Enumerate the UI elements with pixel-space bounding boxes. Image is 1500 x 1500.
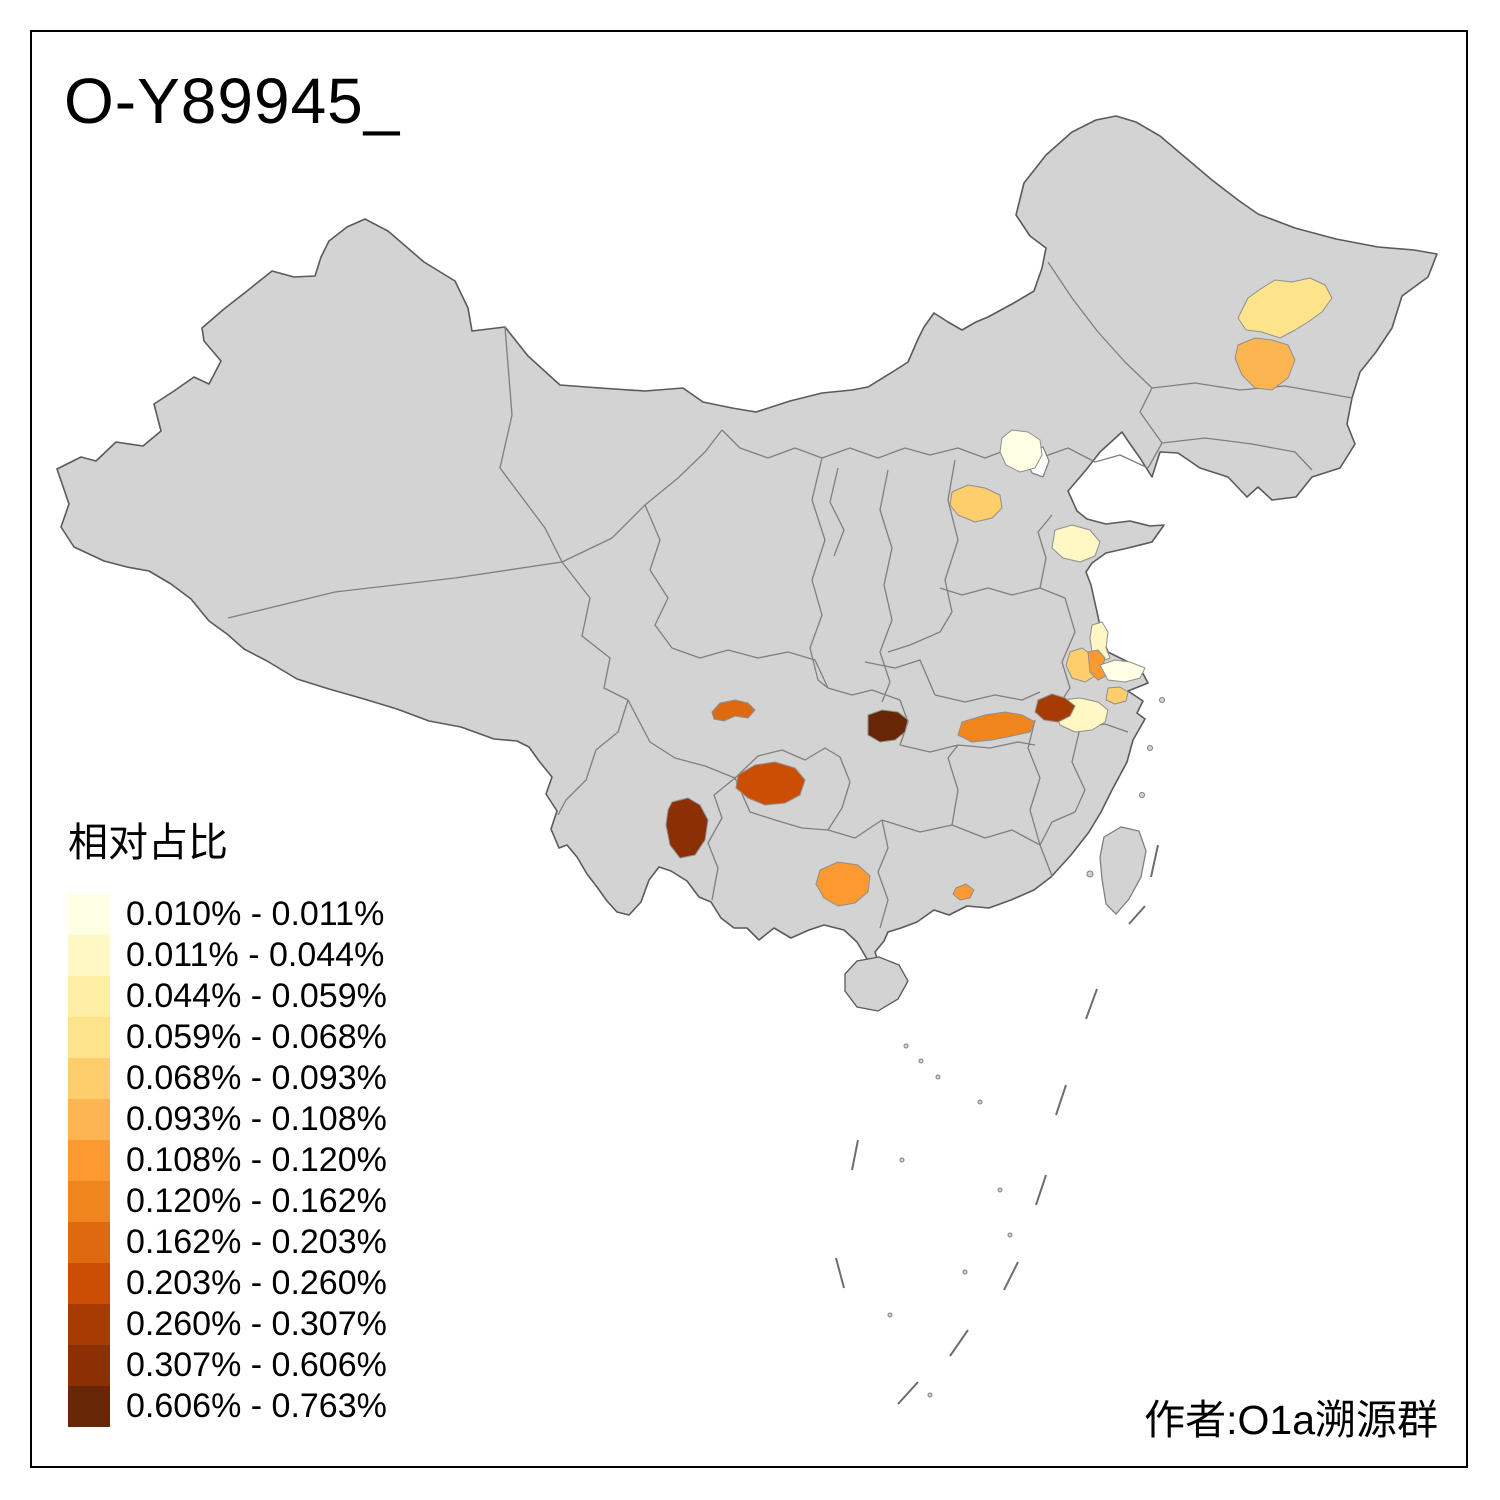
legend-swatch (68, 1263, 110, 1304)
legend-item: 0.108% - 0.120% (68, 1140, 508, 1181)
legend-label: 0.068% - 0.093% (126, 1059, 387, 1097)
legend-swatch (68, 1386, 110, 1427)
region-hubei-central (957, 711, 1036, 743)
legend-label: 0.011% - 0.044% (126, 936, 385, 974)
legend-label: 0.093% - 0.108% (126, 1100, 387, 1138)
legend-item: 0.307% - 0.606% (68, 1345, 508, 1386)
legend-title: 相对占比 (68, 821, 228, 865)
legend-swatch (68, 894, 110, 935)
attribution-text: 作者:O1a溯源群 (1144, 1397, 1438, 1443)
region-beijing (999, 429, 1043, 473)
hainan-island (844, 956, 909, 1012)
legend: 相对占比 0.010% - 0.011% 0.011% - 0.044% 0.0… (68, 810, 508, 1427)
region-guizhou-central (735, 761, 806, 806)
legend-label: 0.203% - 0.260% (126, 1264, 387, 1302)
legend-swatch (68, 1099, 110, 1140)
region-northeast-lower (1234, 337, 1296, 391)
china-mainland (56, 115, 1438, 968)
legend-swatch (68, 1181, 110, 1222)
legend-label: 0.260% - 0.307% (126, 1305, 387, 1343)
legend-item: 0.059% - 0.068% (68, 1017, 508, 1058)
region-anhui-southwest (1034, 693, 1076, 723)
region-jiangsu-south (1105, 686, 1129, 705)
legend-item: 0.068% - 0.093% (68, 1058, 508, 1099)
legend-item: 0.120% - 0.162% (68, 1181, 508, 1222)
legend-swatch (68, 1058, 110, 1099)
legend-label: 0.010% - 0.011% (126, 895, 385, 933)
region-shandong-central (1051, 524, 1101, 563)
region-northeast-upper (1237, 277, 1333, 339)
offshore-islands (887, 697, 1165, 1398)
south-china-sea-dash-line (835, 844, 1159, 1405)
plot-border (30, 30, 1468, 1468)
region-jiangsu-east (1099, 659, 1146, 683)
legend-swatch (68, 1222, 110, 1263)
legend-label: 0.059% - 0.068% (126, 1018, 387, 1056)
taiwan-island (1099, 826, 1147, 915)
region-guangdong-delta (952, 883, 975, 901)
legend-swatch (68, 1304, 110, 1345)
legend-item: 0.260% - 0.307% (68, 1304, 508, 1345)
legend-item: 0.010% - 0.011% (68, 894, 508, 935)
legend-item: 0.044% - 0.059% (68, 976, 508, 1017)
region-sichuan-south (711, 699, 756, 722)
legend-item: 0.606% - 0.763% (68, 1386, 508, 1427)
legend-swatch (68, 1345, 110, 1386)
legend-label: 0.606% - 0.763% (126, 1387, 387, 1425)
region-hebei-south (949, 484, 1003, 523)
region-guangxi-south (815, 861, 871, 907)
page-title: O-Y89945_ (64, 65, 401, 137)
legend-swatch (68, 976, 110, 1017)
legend-swatch (68, 935, 110, 976)
legend-label: 0.307% - 0.606% (126, 1346, 387, 1384)
legend-swatch (68, 1017, 110, 1058)
legend-item: 0.011% - 0.044% (68, 935, 508, 976)
legend-item: 0.203% - 0.260% (68, 1263, 508, 1304)
region-yunnan-central (665, 797, 709, 859)
legend-label: 0.044% - 0.059% (126, 977, 387, 1015)
region-hubei-west (867, 709, 909, 743)
legend-label: 0.108% - 0.120% (126, 1141, 387, 1179)
legend-item: 0.093% - 0.108% (68, 1099, 508, 1140)
legend-item: 0.162% - 0.203% (68, 1222, 508, 1263)
legend-swatch (68, 1140, 110, 1181)
legend-label: 0.162% - 0.203% (126, 1223, 387, 1261)
legend-label: 0.120% - 0.162% (126, 1182, 387, 1220)
